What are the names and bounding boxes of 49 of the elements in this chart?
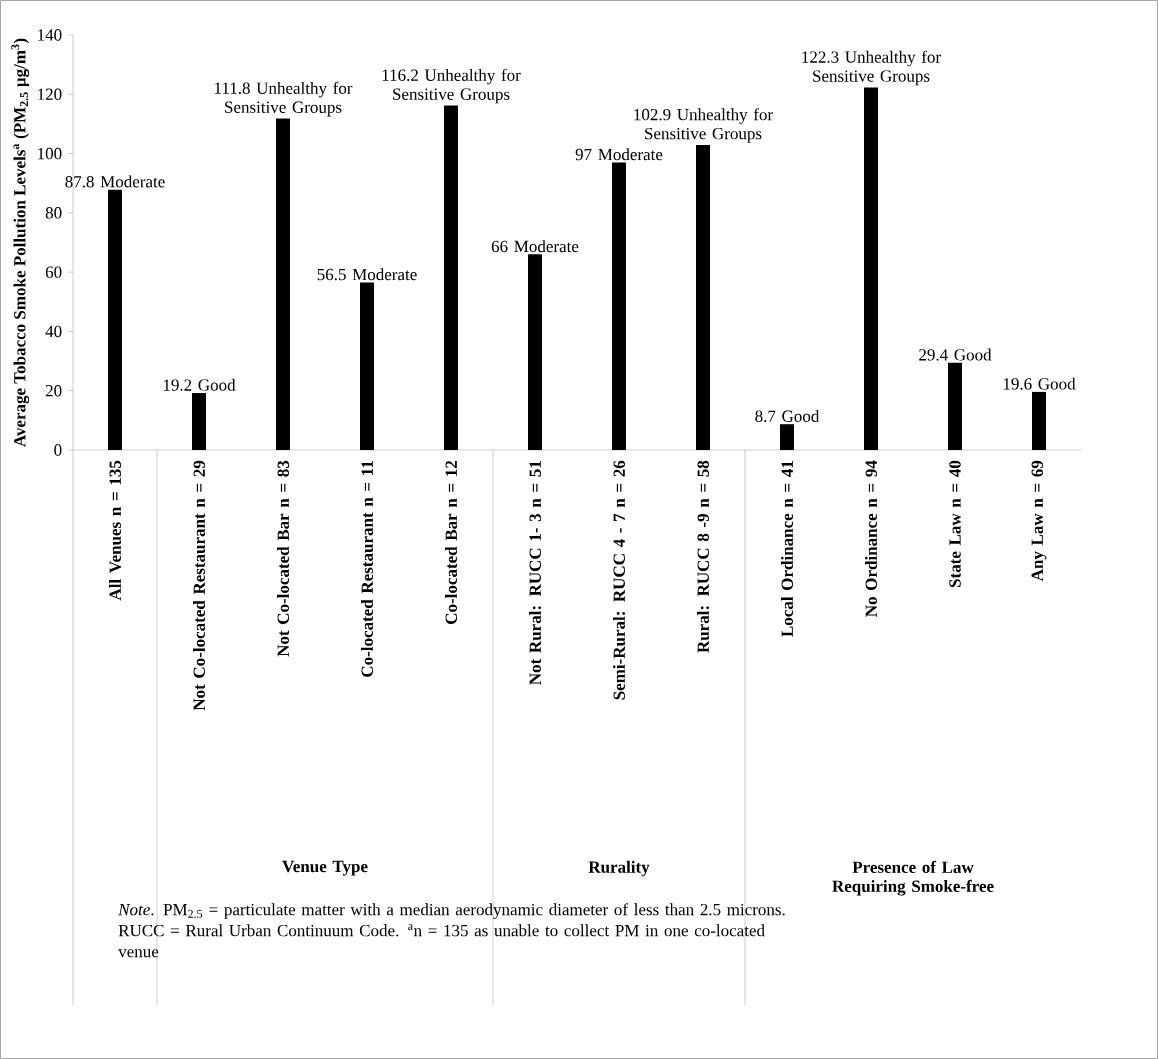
data-label: 56.5 Moderate (317, 268, 417, 281)
x-tick-label: Co-located Restaurant n = 11 (361, 461, 374, 677)
bar (696, 144, 710, 450)
y-tick-label: 0 (54, 444, 62, 456)
x-tick-label: No Ordinance n = 94 (865, 460, 877, 617)
text: Presence of Law Requiring Smoke-free (832, 860, 994, 896)
bar (360, 282, 375, 450)
x-tick-label: Semi-Rural: RUCC 4 - 7 n = 26 (612, 460, 626, 700)
y-tick-label: 120 (38, 88, 62, 101)
data-label: 102.9 Unhealthy for Sensitive Groups (634, 108, 773, 143)
data-label: 29.4 Good (919, 348, 992, 361)
data-label: 122.3 Unhealthy for Sensitive Groups (802, 50, 941, 86)
bar (864, 87, 878, 450)
bar (528, 254, 543, 450)
data-label: 111.8 Unhealthy for Sensitive Groups (215, 81, 353, 117)
text: Venue Type (282, 860, 368, 876)
data-label: 116.2 Unhealthy for Sensitive Groups (382, 68, 521, 104)
y-tick-label: 140 (38, 29, 62, 41)
x-tick-label: State Law n = 40 (949, 460, 961, 588)
y-tick-label: 80 (45, 207, 62, 219)
bar (276, 118, 291, 450)
bar (948, 362, 962, 450)
x-tick-label: Any Law n = 69 (1031, 460, 1047, 582)
x-tick-label: Rural: RUCC 8 -9 n = 58 (696, 460, 710, 653)
x-tick-label: Local Ordinance n = 41 (781, 461, 793, 637)
data-label: 66 Moderate (491, 240, 579, 253)
x-tick-label: Not Rural: RUCC 1- 3 n = 51 (528, 461, 542, 685)
x-tick-label: Not Co-located Restaurant n = 29 (193, 460, 206, 711)
bar (1032, 391, 1046, 450)
x-tick-label: Not Co-located Bar n = 83 (277, 460, 289, 657)
bar (780, 424, 794, 450)
bar (612, 162, 626, 450)
bar (444, 105, 459, 450)
x-tick-label: Co-located Bar n = 12 (445, 460, 457, 624)
data-label: 19.6 Good (1003, 377, 1076, 390)
y-tick-label: 60 (45, 266, 62, 278)
x-tick-label: All Venues n = 135 (108, 460, 122, 601)
text: Rurality (588, 860, 650, 877)
y-tick-label: 20 (45, 384, 62, 397)
y-axis-title: Average Tobacco Smoke Pollution Levels$^{a}$ (PM$_{2.5}$ µg/m$^{3}$) (11, 38, 30, 447)
data-label: 8.7 Good (755, 409, 820, 422)
data-label: 97 Moderate (575, 148, 663, 161)
bar (192, 393, 207, 450)
text: Note. PM$_{2.5}$ = particulate matter with a median aerodynamic diameter of less than 2.5 microns. RUCC = Rural Urban Continuum Code. $^{a}$n = 135 as unable to collect PM in one co-located venue (118, 903, 785, 958)
y-tick-label: 100 (38, 147, 62, 160)
data-label: 19.2 Good (163, 378, 236, 391)
data-label: 87.8 Moderate (65, 175, 165, 188)
y-tick-label: 40 (45, 325, 62, 338)
bar (108, 189, 123, 450)
